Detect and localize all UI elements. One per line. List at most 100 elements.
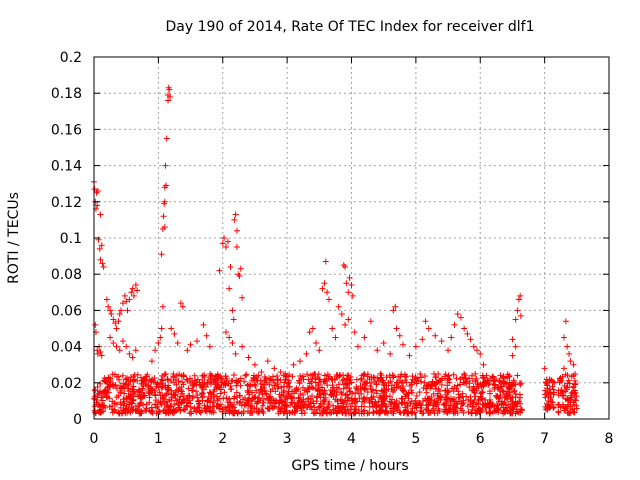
data-point	[258, 368, 265, 375]
data-point-band	[164, 375, 171, 382]
data-point-band	[196, 408, 203, 415]
data-point	[91, 186, 98, 193]
data-point	[551, 379, 558, 386]
data-point-band	[207, 374, 214, 381]
data-point	[548, 394, 555, 401]
data-point-band	[413, 380, 420, 387]
data-point-band	[406, 383, 413, 390]
data-point-band	[398, 400, 405, 407]
data-point-band	[220, 395, 227, 402]
data-point	[419, 336, 426, 343]
data-point-band	[358, 390, 365, 397]
data-point-band	[312, 375, 319, 382]
data-point-band	[217, 401, 224, 408]
data-point-band	[307, 372, 314, 379]
data-point-band	[345, 372, 352, 379]
data-point-band	[256, 389, 263, 396]
data-point-band	[231, 409, 238, 416]
data-point	[233, 227, 240, 234]
data-point-band	[92, 409, 99, 416]
data-point	[157, 334, 164, 341]
data-point-band	[254, 395, 261, 402]
data-point	[227, 263, 234, 270]
data-point-band	[517, 406, 524, 413]
data-point	[245, 354, 252, 361]
data-point-band	[499, 387, 506, 394]
data-point-band	[506, 407, 513, 414]
data-point-band	[555, 408, 562, 415]
data-point	[541, 365, 548, 372]
data-point-band	[450, 371, 457, 378]
data-point-band	[491, 386, 498, 393]
data-point-band	[333, 392, 340, 399]
data-point-band	[93, 396, 100, 403]
data-point-band	[158, 376, 165, 383]
data-point-band	[503, 392, 510, 399]
data-point-band	[352, 389, 359, 396]
data-point-band	[116, 410, 123, 417]
data-point-band	[289, 373, 296, 380]
data-point-band	[326, 373, 333, 380]
data-point	[454, 311, 461, 318]
data-point-band	[309, 376, 316, 383]
data-point-band	[438, 376, 445, 383]
data-point-band	[458, 407, 465, 414]
data-point-band	[176, 396, 183, 403]
data-point-band	[562, 388, 569, 395]
y-tick-label: 0.06	[51, 303, 82, 319]
data-point	[351, 329, 358, 336]
data-point-band	[372, 403, 379, 410]
data-point-band	[305, 386, 312, 393]
data-point-band	[564, 372, 571, 379]
data-point-band	[418, 378, 425, 385]
data-point	[392, 303, 399, 310]
data-point-band	[153, 383, 160, 390]
data-point-band	[387, 408, 394, 415]
data-point	[438, 338, 445, 345]
data-point-band	[325, 401, 332, 408]
data-point	[94, 202, 101, 209]
data-point	[200, 321, 207, 328]
data-point-band	[334, 398, 341, 405]
data-point-band	[392, 401, 399, 408]
data-point-band	[378, 372, 385, 379]
y-tick-label: 0.12	[51, 195, 82, 211]
data-point-band	[129, 400, 136, 407]
data-point-band	[435, 370, 442, 377]
data-point-band	[566, 380, 573, 387]
data-point-band	[247, 383, 254, 390]
data-point-band	[383, 403, 390, 410]
data-point	[380, 339, 387, 346]
data-point-band	[193, 388, 200, 395]
data-point	[264, 358, 271, 365]
data-point-band	[470, 385, 477, 392]
data-point-band	[230, 371, 237, 378]
data-point-band	[305, 376, 312, 383]
data-point-band	[301, 409, 308, 416]
data-point-band	[346, 380, 353, 387]
data-point-band	[300, 391, 307, 398]
data-point-band	[409, 373, 416, 380]
data-point-band	[259, 402, 266, 409]
data-point-band	[175, 404, 182, 411]
data-point-band	[227, 399, 234, 406]
data-point-band	[247, 403, 254, 410]
data-point	[512, 316, 519, 323]
data-point-band	[220, 406, 227, 413]
data-point	[177, 300, 184, 307]
data-point-band	[351, 396, 358, 403]
data-point	[338, 311, 345, 318]
data-point	[99, 260, 106, 267]
data-point-band	[267, 388, 274, 395]
data-point-band	[173, 372, 180, 379]
data-point-band	[405, 410, 412, 417]
data-point-band	[371, 378, 378, 385]
data-point-band	[449, 396, 456, 403]
data-point-band	[437, 393, 444, 400]
data-point-band	[382, 395, 389, 402]
data-point-band	[388, 405, 395, 412]
data-point-band	[500, 410, 507, 417]
data-point-band	[219, 379, 226, 386]
data-point-band	[436, 388, 443, 395]
data-point-band	[445, 372, 452, 379]
